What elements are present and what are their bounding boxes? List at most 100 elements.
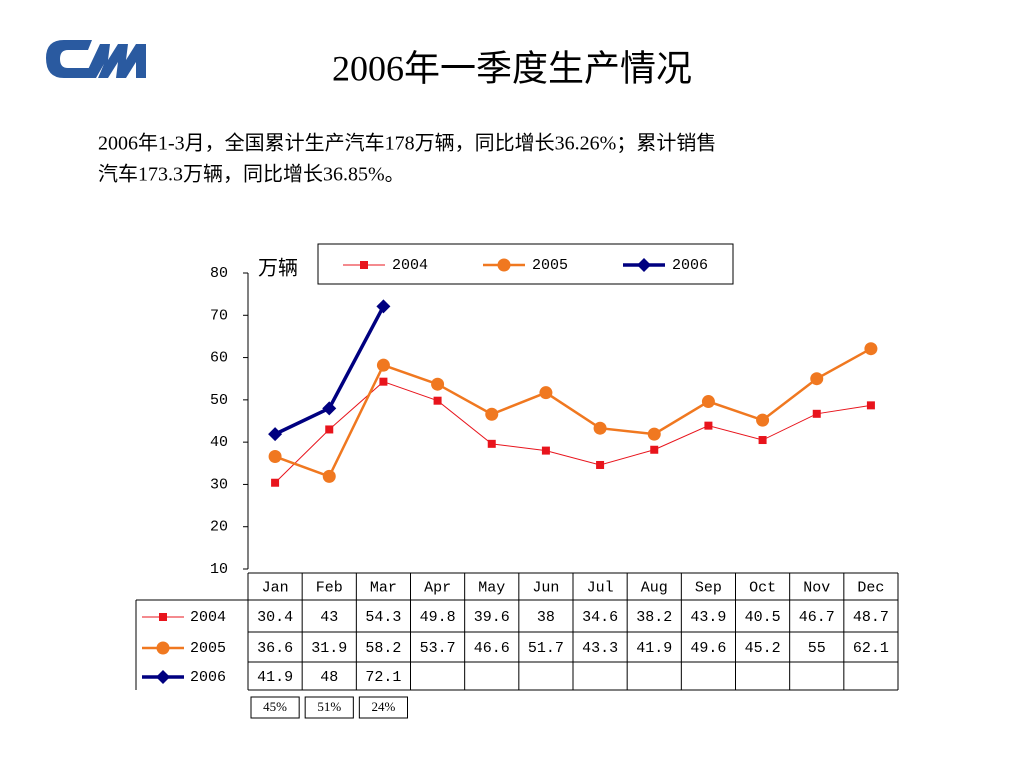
subtitle: 2006年1-3月，全国累计生产汽车178万辆，同比增长36.26%；累计销售 [98,132,716,155]
table-cell: 49.8 [420,609,456,626]
table-cell: 72.1 [365,669,401,686]
annotation-box [358,696,409,719]
x-tick-label: Oct [749,579,776,596]
table-cell: 43.9 [690,609,726,626]
data-point [485,407,499,421]
data-point [866,401,875,410]
data-point [541,446,550,455]
data-point [433,396,442,405]
table-cell: 38 [537,609,555,626]
table-cell: 31.9 [311,640,347,657]
data-point [812,409,821,418]
data-point [704,421,713,430]
data-point [647,427,661,441]
y-tick-label: 20 [210,519,228,536]
annotation: 24% [371,699,395,714]
data-point [701,395,715,409]
chart-title: 2006年一季度生产情况 [332,48,692,88]
data-point [810,372,824,386]
table-cell: 48 [320,669,338,686]
data-point [864,342,878,356]
data-point [376,358,390,372]
legend-label: 2006 [672,257,708,274]
legend-label: 2005 [532,257,568,274]
x-tick-label: Jul [587,579,614,596]
table-cell: 43.3 [582,640,618,657]
legend-marker [637,258,651,272]
table-cell: 62.1 [853,640,889,657]
x-tick-label: Aug [641,579,668,596]
data-point [322,469,336,483]
data-point [376,299,391,314]
table-cell: 53.7 [420,640,456,657]
data-point [650,445,659,454]
logo [46,40,146,78]
y-tick-label: 70 [210,307,228,324]
x-tick-label: Apr [424,579,451,596]
table-cell: 48.7 [853,609,889,626]
annotation: 51% [317,699,341,714]
y-axis-label: 万辆 [258,256,298,280]
x-tick-label: Dec [857,579,884,596]
table-cell: 45.2 [745,640,781,657]
table-cell: 38.2 [636,609,672,626]
x-tick-label: Jun [532,579,559,596]
legend-box [317,243,734,285]
table-legend-marker [159,613,167,621]
table-cell: 41.9 [636,640,672,657]
data-point [271,478,280,487]
table-cell: 30.4 [257,609,293,626]
table-cell: 46.7 [799,609,835,626]
data-point [758,436,767,445]
data-point [487,439,496,448]
data-point [268,427,283,442]
y-tick-label: 40 [210,434,228,451]
table-legend-marker [156,641,170,655]
y-tick-label: 30 [210,476,228,493]
data-point [322,401,337,416]
series-line [274,347,872,478]
x-tick-label: Jan [262,579,289,596]
table-cell: 40.5 [745,609,781,626]
legend-marker [497,258,511,272]
table-cell: 51.7 [528,640,564,657]
data-point [593,421,607,435]
table-cell: 46.6 [474,640,510,657]
table-cell: 39.6 [474,609,510,626]
table-legend-marker [156,670,170,684]
annotation: 45% [263,699,287,714]
table-cell: 49.6 [690,640,726,657]
table-cell: 43 [320,609,338,626]
x-tick-label: Sep [695,579,722,596]
table-cell: 34.6 [582,609,618,626]
x-tick-label: Mar [370,579,397,596]
x-tick-label: Feb [316,579,343,596]
series-line [274,381,871,484]
y-tick-label: 80 [210,265,228,282]
data-point [379,377,388,386]
data-point [756,413,770,427]
table-cell: 54.3 [365,609,401,626]
annotation-box [304,696,354,719]
data-point [268,450,282,464]
legend-marker [360,261,368,269]
y-tick-label: 50 [210,392,228,409]
data-point [325,425,334,434]
x-tick-label: May [478,579,505,596]
x-tick-label: Nov [803,579,830,596]
data-point [539,386,553,400]
table-cell: 41.9 [257,669,293,686]
y-tick-label: 60 [210,350,228,367]
table-cell: 58.2 [365,640,401,657]
table-cell: 36.6 [257,640,293,657]
data-point [596,460,605,469]
legend-label: 2004 [392,257,428,274]
y-tick-label: 10 [210,561,228,578]
table-cell: 55 [808,640,826,657]
table-row-label: 2005 [190,640,226,657]
annotation-box [250,696,300,719]
subtitle: 汽车173.3万辆，同比增长36.85%。 [98,163,405,186]
data-point [431,377,445,391]
table-row-label: 2006 [190,669,226,686]
